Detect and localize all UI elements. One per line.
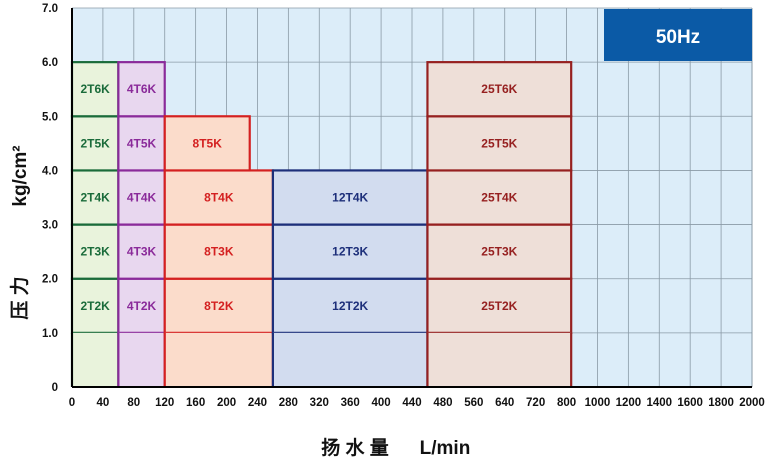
region-label-4T3K: 4T3K xyxy=(127,245,157,259)
region-label-8T3K: 8T3K xyxy=(204,245,234,259)
region-25T4K xyxy=(426,169,573,226)
y-tick-label: 3.0 xyxy=(42,220,58,232)
series-25T xyxy=(426,61,573,387)
region-4T6K xyxy=(117,61,166,118)
region-label-12T2K: 12T2K xyxy=(332,299,368,313)
region-25T3K xyxy=(426,223,573,280)
region-label-12T4K: 12T4K xyxy=(332,191,368,205)
x-tick-label: 400 xyxy=(371,397,390,409)
region-base-fill xyxy=(272,332,428,387)
region-label-2T3K: 2T3K xyxy=(81,245,111,259)
x-axis-title: 扬 水 量 xyxy=(321,436,389,459)
x-tick-label: 80 xyxy=(127,397,140,409)
region-label-25T3K: 25T3K xyxy=(481,245,517,259)
region-label-2T2K: 2T2K xyxy=(81,299,111,313)
region-label-2T4K: 2T4K xyxy=(81,191,111,205)
region-2T5K xyxy=(70,115,120,172)
region-8T5K xyxy=(163,115,251,172)
y-tick-label: 1.0 xyxy=(42,328,58,340)
series-4T xyxy=(117,61,166,387)
region-12T2K xyxy=(271,277,429,334)
x-tick-label: 800 xyxy=(557,397,576,409)
series-2T xyxy=(70,61,120,387)
region-label-25T4K: 25T4K xyxy=(481,191,517,205)
region-label-8T2K: 8T2K xyxy=(204,299,234,313)
region-label-4T4K: 4T4K xyxy=(127,191,157,205)
series-8T xyxy=(163,115,275,387)
x-tick-label: 280 xyxy=(279,397,298,409)
frequency-badge xyxy=(604,9,752,61)
region-base-fill xyxy=(72,332,119,387)
x-tick-label: 240 xyxy=(248,397,267,409)
x-tick-label: 440 xyxy=(402,397,421,409)
x-tick-label: 160 xyxy=(186,397,205,409)
x-axis-unit: L/min xyxy=(420,438,471,459)
region-label-2T5K: 2T5K xyxy=(81,136,111,150)
region-base-fill xyxy=(164,332,273,387)
y-axis-title: 压 力 xyxy=(8,276,31,319)
y-tick-label: 7.0 xyxy=(42,3,58,15)
x-tick-label: 1600 xyxy=(677,397,703,409)
region-label-8T4K: 8T4K xyxy=(204,191,234,205)
y-tick-label: 5.0 xyxy=(42,111,58,123)
region-base-fill xyxy=(427,332,572,387)
region-label-12T3K: 12T3K xyxy=(332,245,368,259)
x-tick-label: 1800 xyxy=(708,397,734,409)
region-label-2T6K: 2T6K xyxy=(81,82,111,96)
y-tick-label: 6.0 xyxy=(42,57,58,69)
region-label-8T5K: 8T5K xyxy=(193,136,223,150)
x-tick-label: 360 xyxy=(341,397,360,409)
x-tick-label: 720 xyxy=(526,397,545,409)
y-tick-label: 4.0 xyxy=(42,165,58,177)
x-tick-label: 1000 xyxy=(585,397,611,409)
y-tick-label: 2.0 xyxy=(42,274,58,286)
x-tick-label: 320 xyxy=(310,397,329,409)
region-label-25T2K: 25T2K xyxy=(481,299,517,313)
y-tick-label: 0 xyxy=(52,382,58,394)
x-tick-label: 40 xyxy=(97,397,110,409)
region-label-25T5K: 25T5K xyxy=(481,136,517,150)
x-tick-label: 480 xyxy=(433,397,452,409)
x-tick-label: 200 xyxy=(217,397,236,409)
region-base-fill xyxy=(118,332,165,387)
x-tick-label: 640 xyxy=(495,397,514,409)
frequency-badge-label: 50Hz xyxy=(656,27,700,48)
region-12T4K xyxy=(271,169,429,226)
region-2T6K xyxy=(70,61,120,118)
region-label-4T5K: 4T5K xyxy=(127,136,157,150)
region-label-4T6K: 4T6K xyxy=(127,82,157,96)
x-tick-label: 1400 xyxy=(646,397,672,409)
x-tick-label: 560 xyxy=(464,397,483,409)
region-2T3K xyxy=(70,223,120,280)
x-tick-label: 1200 xyxy=(616,397,642,409)
y-axis-unit: kg/cm² xyxy=(10,145,31,206)
x-tick-label: 2000 xyxy=(739,397,765,409)
region-label-4T2K: 4T2K xyxy=(127,299,157,313)
region-25T5K xyxy=(426,115,573,172)
x-tick-label: 0 xyxy=(69,397,75,409)
region-25T6K xyxy=(426,61,573,118)
region-label-25T6K: 25T6K xyxy=(481,82,517,96)
x-tick-label: 120 xyxy=(155,397,174,409)
